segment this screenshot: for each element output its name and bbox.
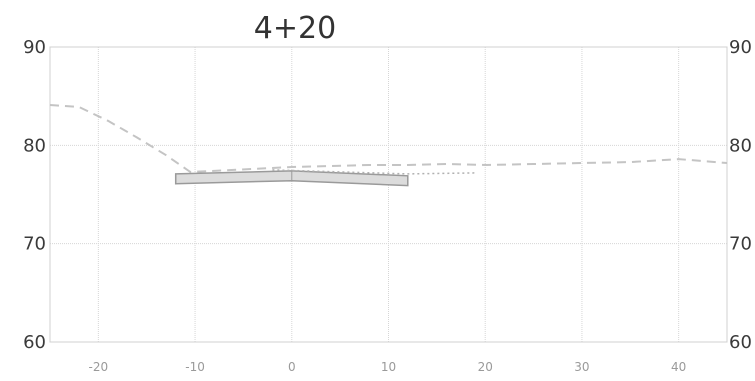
x-tick-label: 30 xyxy=(574,360,589,374)
y-tick-label-right: 70 xyxy=(729,234,752,255)
x-tick-label: 0 xyxy=(288,360,296,374)
y-tick-label-left: 70 xyxy=(23,234,46,255)
y-tick-label-right: 80 xyxy=(729,135,752,156)
x-ticks: -20 -10 0 10 20 30 40 xyxy=(89,360,687,374)
subgrade-line xyxy=(272,169,476,175)
vertical-gridlines xyxy=(97,47,680,342)
x-tick-label: 40 xyxy=(671,360,686,374)
x-tick-label: -10 xyxy=(185,360,205,374)
x-tick-label: 20 xyxy=(478,360,493,374)
y-tick-label-right: 90 xyxy=(729,37,752,58)
x-tick-label: -20 xyxy=(89,360,109,374)
series-group xyxy=(49,104,728,187)
y-tick-label-right: 60 xyxy=(729,332,752,353)
x-tick-label: 10 xyxy=(381,360,396,374)
y-tick-label-left: 80 xyxy=(23,135,46,156)
y-ticks-right: 90 80 70 60 xyxy=(729,37,752,353)
y-tick-label-left: 90 xyxy=(23,37,46,58)
chart-title: 4+20 xyxy=(254,11,336,46)
y-tick-label-left: 60 xyxy=(23,332,46,353)
y-ticks-left: 90 80 70 60 xyxy=(23,37,46,353)
ground-profile-line xyxy=(49,104,728,173)
plot-frame xyxy=(49,46,728,343)
